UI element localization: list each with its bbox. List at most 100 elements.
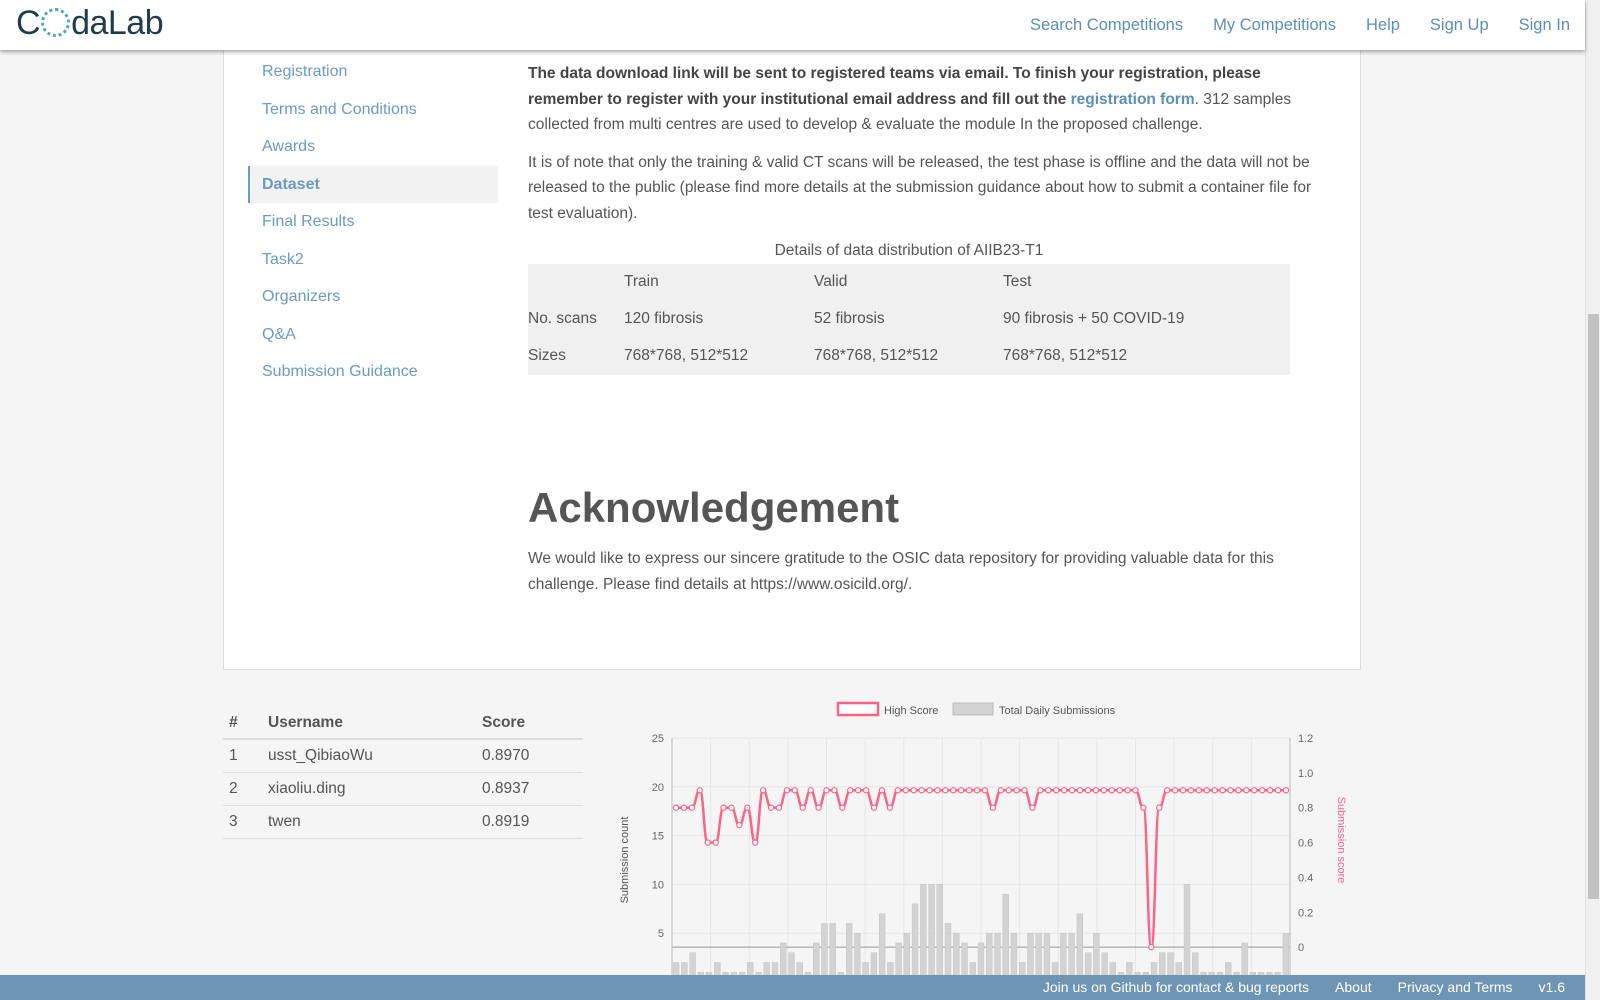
high-score-point <box>791 787 799 794</box>
high-score-point <box>894 787 902 794</box>
high-score-point <box>1219 787 1226 794</box>
sidebar-item-dataset[interactable]: Dataset <box>248 165 498 203</box>
submission-bar <box>1282 932 1290 980</box>
high-score-point <box>736 821 743 829</box>
submission-bar <box>1051 962 1059 980</box>
submission-bar <box>747 962 754 980</box>
high-score-point <box>973 787 981 794</box>
high-score-point <box>1140 804 1147 811</box>
high-score-point <box>886 804 894 811</box>
table-row: Sizes 768*768, 512*512 768*768, 512*512 … <box>528 338 1290 375</box>
submission-bar <box>1010 932 1018 980</box>
acknowledgement-title: Acknowledgement <box>528 484 900 531</box>
footer-about-link[interactable]: About <box>1335 979 1372 995</box>
high-score-point <box>1266 787 1274 794</box>
high-score-point <box>997 787 1005 794</box>
nav-sign-up[interactable]: Sign Up <box>1429 15 1489 34</box>
high-score-point <box>680 804 688 811</box>
y-left-tick-label: 5 <box>658 928 664 940</box>
logo-text-start: C <box>16 4 41 42</box>
submission-bar <box>903 932 911 980</box>
high-score-point <box>728 804 735 811</box>
high-score-point <box>831 787 838 794</box>
high-score-point <box>950 787 957 794</box>
nav-my-competitions[interactable]: My Competitions <box>1213 15 1336 34</box>
high-score-point <box>744 804 751 811</box>
submission-bar <box>944 923 952 980</box>
submission-bar <box>920 884 927 980</box>
high-score-point <box>1092 787 1100 794</box>
submission-bar <box>878 913 886 980</box>
submission-bar <box>796 962 803 980</box>
rank-header: # <box>223 708 267 740</box>
footer-links: Join us on Github for contact & bug repo… <box>1017 979 1565 995</box>
high-score-point <box>1068 787 1076 794</box>
submission-bar <box>895 942 902 980</box>
high-score-point <box>918 787 925 794</box>
sidebar-item-registration[interactable]: Registration <box>262 63 348 80</box>
submission-bar <box>763 962 770 980</box>
y-left-axis-label: Submission count <box>619 817 631 904</box>
submission-bar <box>1241 942 1248 980</box>
submission-bar <box>1043 932 1051 980</box>
table-cell: 768*768, 512*512 <box>814 347 939 365</box>
table-row: 2 xiaoliu.ding 0.8937 <box>223 772 583 806</box>
submission-bar <box>681 962 688 980</box>
table-row: 1 usst_QibiaoWu 0.8970 <box>223 739 583 773</box>
high-score-point <box>807 787 814 794</box>
submission-bar <box>911 903 919 980</box>
sidebar-item-task2[interactable]: Task2 <box>262 250 304 268</box>
y-right-tick-label: 0.8 <box>1298 803 1313 815</box>
footer-github-link[interactable]: Join us on Github for contact & bug repo… <box>1042 979 1310 995</box>
high-score-point <box>696 787 703 794</box>
nav-sign-in[interactable]: Sign In <box>1518 15 1570 34</box>
dataset-intro: The data download link will be sent to r… <box>528 61 1338 138</box>
high-score-point <box>1163 787 1171 794</box>
high-score-point <box>759 787 767 794</box>
table-cell: Sizes <box>528 347 566 365</box>
high-score-point <box>783 787 791 794</box>
page-scrollbar[interactable] <box>1585 0 1600 1000</box>
submission-bar <box>961 942 968 980</box>
rank-cell: 1 <box>223 739 267 773</box>
table-cell: 768*768, 512*512 <box>1003 347 1128 365</box>
sidebar-item-organizers[interactable]: Organizers <box>262 288 341 305</box>
footer: Join us on Github for contact & bug repo… <box>0 975 1585 1000</box>
sidebar-item-submission-guidance[interactable]: Submission Guidance <box>262 363 418 380</box>
data-distribution-table: Train Valid Test No. scans 120 fibrosis … <box>528 263 1290 375</box>
submission-bar <box>672 962 680 980</box>
sidebar-item-terms[interactable]: Terms and Conditions <box>262 100 417 118</box>
high-score-point <box>847 787 854 794</box>
table-caption: Details of data distribution of AIIB23-T… <box>774 242 1044 259</box>
registration-form-link[interactable]: registration form <box>1070 90 1195 108</box>
dataset-after-link: . 312 samples collected from multi centr… <box>528 90 1292 134</box>
scrollbar-thumb[interactable] <box>1588 314 1599 899</box>
sidebar-item-awards[interactable]: Awards <box>262 138 316 155</box>
high-score-point <box>957 787 965 794</box>
acknowledgement-text: We would like to express our sincere gra… <box>528 550 1274 593</box>
high-score-point <box>926 787 933 794</box>
table-header-cell: Train <box>624 273 659 291</box>
high-score-point <box>1259 787 1266 794</box>
nav-search-competitions[interactable]: Search Competitions <box>1029 15 1184 34</box>
submission-bar <box>1076 913 1084 980</box>
high-score-point <box>1132 787 1139 794</box>
legend-high-score-label: High Score <box>884 705 938 717</box>
footer-privacy-link[interactable]: Privacy and Terms <box>1397 979 1513 995</box>
nav-help[interactable]: Help <box>1365 15 1400 34</box>
submission-bar <box>771 962 779 980</box>
high-score-point <box>1171 787 1179 794</box>
sidebar-item-final-results[interactable]: Final Results <box>262 213 355 230</box>
table-cell: 768*768, 512*512 <box>624 347 749 365</box>
submission-bar <box>788 952 795 980</box>
submission-bar <box>1183 884 1191 980</box>
submission-bar <box>1109 962 1117 980</box>
high-score-point <box>1116 787 1123 794</box>
score-cell: 0.8937 <box>481 772 583 806</box>
submission-bar <box>1084 952 1092 980</box>
y-right-axis-label: Submission score <box>1335 797 1347 884</box>
table-cell: 120 fibrosis <box>624 310 704 328</box>
sidebar-item-qa[interactable]: Q&A <box>262 325 296 343</box>
y-right-tick-label: 0 <box>1298 942 1304 954</box>
